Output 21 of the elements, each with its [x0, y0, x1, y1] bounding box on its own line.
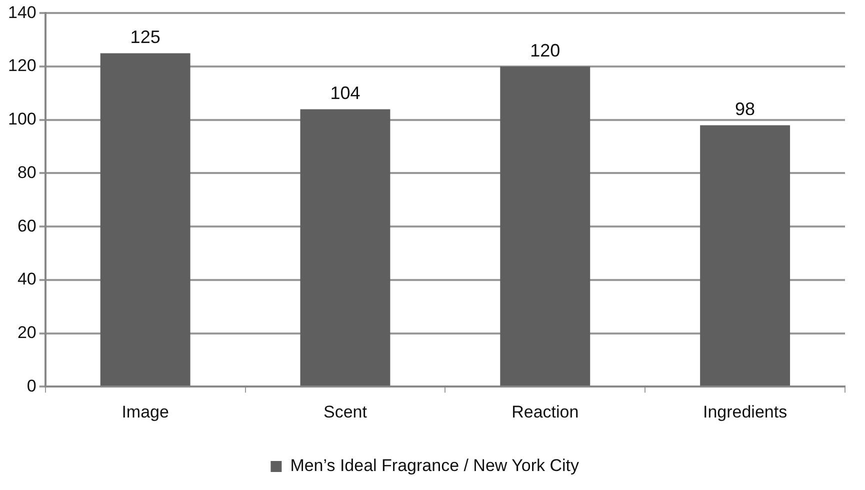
x-tick-label: Scent	[323, 402, 368, 422]
y-tick-label: 0	[26, 376, 36, 396]
bar	[500, 66, 590, 386]
bar	[100, 53, 190, 386]
y-tick-label: 60	[17, 216, 36, 236]
data-label: 104	[330, 83, 360, 104]
y-tick-label: 120	[8, 56, 36, 76]
legend-label: Men’s Ideal Fragrance / New York City	[290, 456, 580, 476]
data-label: 98	[735, 99, 756, 120]
y-tick-label: 40	[17, 270, 36, 289]
y-tick-label: 80	[17, 162, 36, 182]
x-tick-label: Reaction	[512, 402, 579, 422]
y-tick-label: 140	[8, 2, 36, 22]
y-tick-label: 100	[8, 110, 36, 129]
bar	[300, 109, 390, 386]
x-tick-label: Image	[122, 402, 169, 422]
bar	[700, 125, 790, 386]
data-label: 120	[530, 40, 560, 61]
x-tick-label: Ingredients	[702, 402, 788, 422]
y-tick-label: 20	[17, 322, 36, 342]
data-label: 125	[130, 27, 160, 48]
